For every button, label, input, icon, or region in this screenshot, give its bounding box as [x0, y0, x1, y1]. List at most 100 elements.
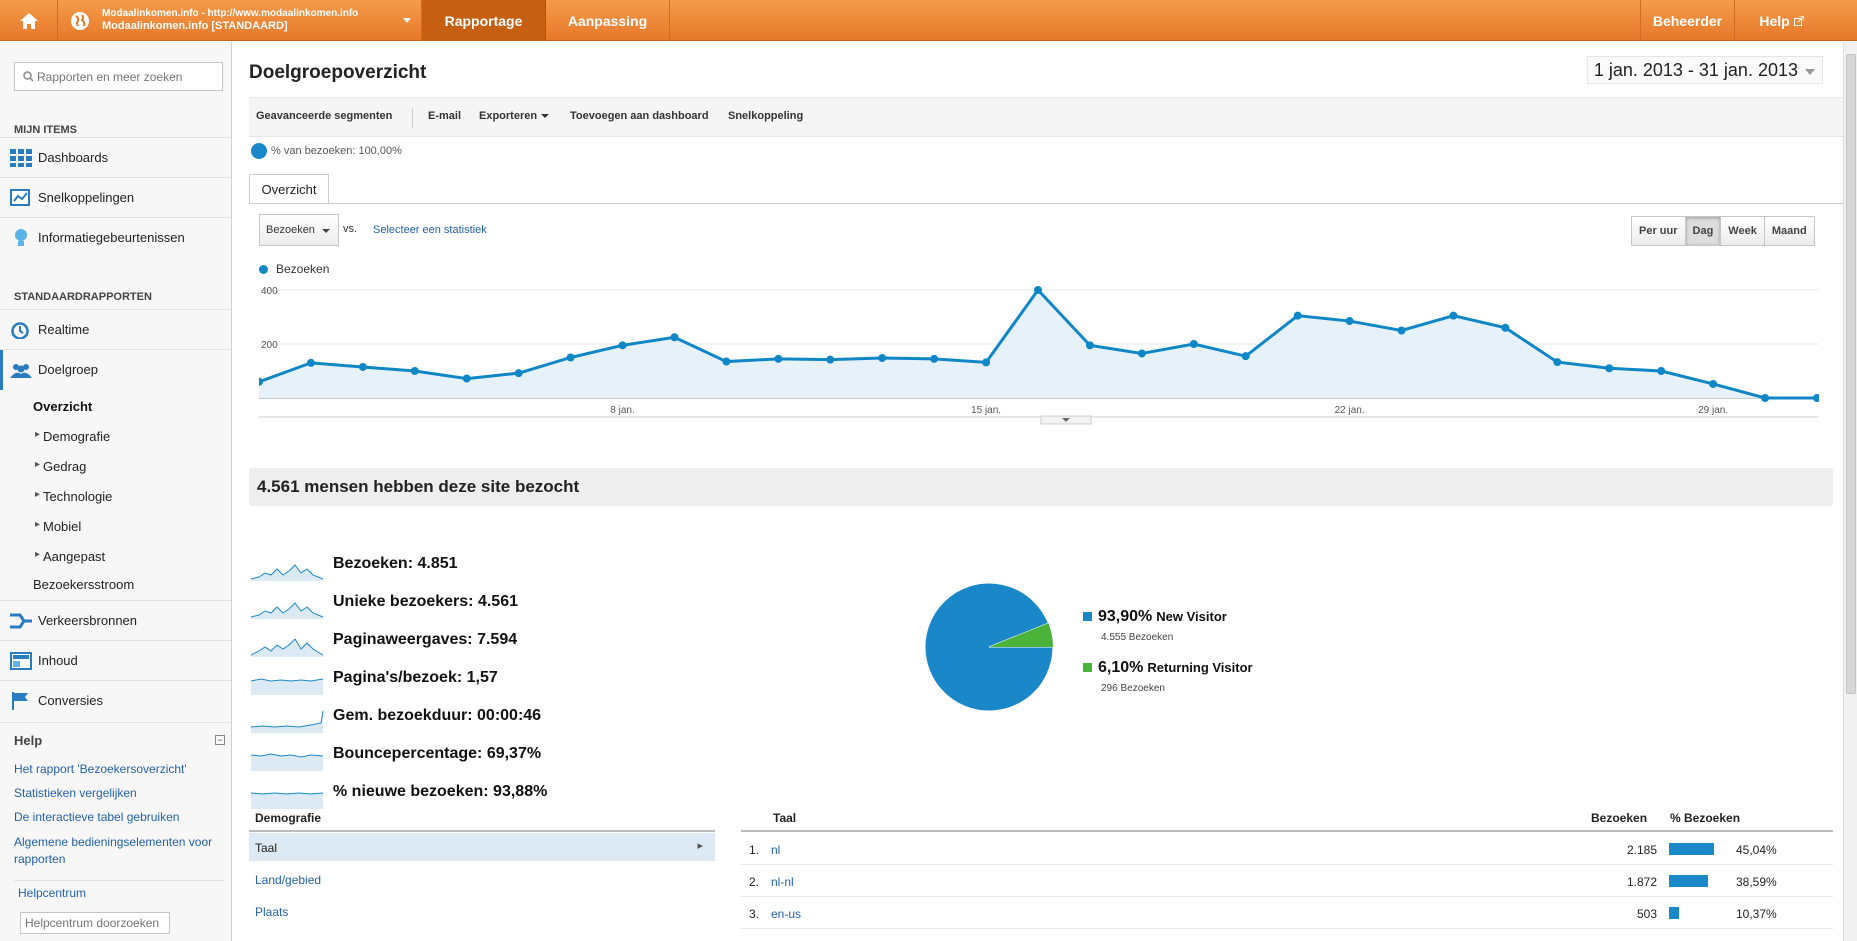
- date-range-picker[interactable]: 1 jan. 2013 - 31 jan. 2013: [1586, 56, 1823, 84]
- metric-label: Paginaweergaves:: [333, 631, 478, 648]
- demo-row-taal[interactable]: Taal: [249, 833, 715, 861]
- admin-link[interactable]: Beheerder: [1640, 0, 1734, 41]
- help-link-1[interactable]: Het rapport 'Bezoekersoverzicht': [14, 762, 187, 776]
- sidebar-item-label: Doelgroep: [38, 362, 98, 377]
- divider: [249, 203, 1843, 204]
- row-visits: 503: [1636, 907, 1657, 921]
- metric-row: Bouncepercentage: 69,37%: [251, 739, 791, 771]
- series-area: [259, 290, 1817, 398]
- advanced-segments-button[interactable]: Geavanceerde segmenten: [256, 110, 393, 122]
- granularity-dag[interactable]: Dag: [1684, 217, 1721, 245]
- sidebar-item-informatiegebeurtenissen[interactable]: Informatiegebeurtenissen: [0, 217, 231, 257]
- demo-row-land[interactable]: Land/gebied: [255, 873, 322, 887]
- metric-value: 7.594: [477, 631, 518, 648]
- metric-select[interactable]: Bezoeken: [259, 214, 339, 246]
- sidebar-sub-mobiel[interactable]: Mobiel: [35, 519, 81, 534]
- pie-slice-returning[interactable]: [989, 623, 1053, 647]
- sparkline[interactable]: [251, 553, 325, 581]
- legend-dot: [259, 265, 268, 275]
- help-link-4[interactable]: Algemene bedieningselementen voor rappor…: [14, 835, 213, 866]
- demografie-header: Demografie: [255, 811, 322, 825]
- sidebar-sub-technologie[interactable]: Technologie: [35, 489, 112, 504]
- add-to-dashboard-button[interactable]: Toevoegen aan dashboard: [570, 110, 709, 122]
- chevron-down-icon: [322, 229, 330, 233]
- email-button[interactable]: E-mail: [428, 110, 462, 122]
- pie-legend-new: 93,90% New Visitor: [1083, 608, 1227, 626]
- granularity-maand[interactable]: Maand: [1763, 217, 1814, 245]
- metric-row: Bezoeken: 4.851: [251, 549, 791, 581]
- helpcentrum-input[interactable]: [21, 913, 167, 933]
- data-point: [306, 358, 315, 367]
- row-pct: 38,59%: [1736, 875, 1777, 889]
- metric-select-label: Bezoeken: [266, 224, 315, 236]
- export-button[interactable]: Exporteren: [479, 110, 550, 122]
- data-point: [722, 357, 731, 366]
- tab-overzicht[interactable]: Overzicht: [249, 174, 329, 204]
- sidebar-sub-overzicht[interactable]: Overzicht: [33, 399, 93, 414]
- row-language-link[interactable]: nl: [771, 843, 781, 857]
- segment-pie-icon: [251, 143, 267, 159]
- sidebar-item-doelgroep[interactable]: Doelgroep: [0, 349, 231, 390]
- divider: [14, 880, 224, 881]
- sidebar-sub-aangepast[interactable]: Aangepast: [35, 549, 105, 564]
- row-pct: 10,37%: [1736, 907, 1777, 921]
- content-icon: [10, 652, 32, 670]
- granularity-week[interactable]: Week: [1720, 217, 1764, 245]
- data-point: [930, 354, 939, 363]
- help-link-3[interactable]: De interactieve tabel gebruiken: [14, 810, 180, 824]
- tab-rapportage[interactable]: Rapportage: [422, 0, 546, 41]
- vertical-scrollbar[interactable]: [1843, 42, 1857, 941]
- demo-row-plaats[interactable]: Plaats: [255, 905, 289, 919]
- account-selector[interactable]: Modaalinkomen.info - http://www.modaalin…: [58, 0, 422, 41]
- pie-slice-new[interactable]: [924, 582, 1054, 712]
- sparkline[interactable]: [251, 705, 325, 733]
- row-language-link[interactable]: en-us: [771, 907, 802, 921]
- search-input[interactable]: [37, 68, 217, 86]
- sidebar-sub-demografie[interactable]: Demografie: [35, 429, 110, 444]
- account-name: Modaalinkomen.info [STANDAARD]: [102, 20, 288, 32]
- select-statistic-link[interactable]: Selecteer een statistiek: [373, 224, 487, 236]
- summary-text: 4.561 mensen hebben deze site bezocht: [257, 477, 580, 496]
- helpcentrum-search[interactable]: [20, 912, 170, 934]
- sidebar-item-inhoud[interactable]: Inhoud: [0, 640, 231, 680]
- pie-legend-returning: 6,10% Returning Visitor: [1083, 659, 1253, 677]
- sidebar-item-label: Realtime: [38, 322, 90, 337]
- sidebar-item-snelkoppelingen[interactable]: Snelkoppelingen: [0, 177, 231, 217]
- date-range-label: 1 jan. 2013 - 31 jan. 2013: [1593, 60, 1798, 80]
- data-point: [878, 354, 887, 363]
- row-visits: 2.185: [1626, 843, 1657, 857]
- sidebar-sub-gedrag[interactable]: Gedrag: [35, 459, 86, 474]
- sidebar-item-conversies[interactable]: Conversies: [0, 680, 231, 720]
- home-button[interactable]: [0, 0, 58, 41]
- sidebar-item-dashboards[interactable]: Dashboards: [0, 137, 231, 177]
- data-point: [1605, 364, 1614, 373]
- sidebar-item-label: Dashboards: [38, 150, 109, 165]
- tab-aanpassing[interactable]: Aanpassing: [546, 0, 670, 41]
- data-point: [774, 354, 783, 363]
- metric-label: Gem. bezoekduur:: [333, 707, 478, 724]
- sidebar-item-verkeersbronnen[interactable]: Verkeersbronnen: [0, 600, 231, 640]
- collapse-icon[interactable]: −: [215, 735, 225, 745]
- sparkline[interactable]: [251, 781, 325, 809]
- sparkline[interactable]: [251, 591, 325, 619]
- main-content: Doelgroepoverzicht 1 jan. 2013 - 31 jan.…: [233, 42, 1843, 941]
- sparkline[interactable]: [251, 629, 325, 657]
- metric-row: Paginaweergaves: 7.594: [251, 625, 791, 657]
- report-search[interactable]: [14, 62, 223, 91]
- table-row: 1. nl 2.185 45,04%: [741, 833, 1833, 865]
- sparkline[interactable]: [251, 667, 325, 695]
- shortcut-button[interactable]: Snelkoppeling: [728, 110, 804, 122]
- sidebar-sub-bezoekersstroom[interactable]: Bezoekersstroom: [33, 577, 135, 592]
- sidebar-item-realtime[interactable]: Realtime: [0, 309, 231, 349]
- segment-label: % van bezoeken: 100,00%: [271, 144, 402, 157]
- realtime-icon: [11, 322, 29, 339]
- scrollbar-thumb[interactable]: [1846, 54, 1856, 694]
- granularity-per-uur[interactable]: Per uur: [1639, 225, 1678, 237]
- help-link[interactable]: Help: [1734, 0, 1828, 41]
- helpcentrum-link[interactable]: Helpcentrum: [18, 886, 87, 900]
- audience-icon: [10, 364, 32, 378]
- row-language-link[interactable]: nl-nl: [771, 875, 794, 889]
- sparkline[interactable]: [251, 743, 325, 771]
- data-point: [566, 353, 575, 362]
- help-link-2[interactable]: Statistieken vergelijken: [14, 786, 137, 800]
